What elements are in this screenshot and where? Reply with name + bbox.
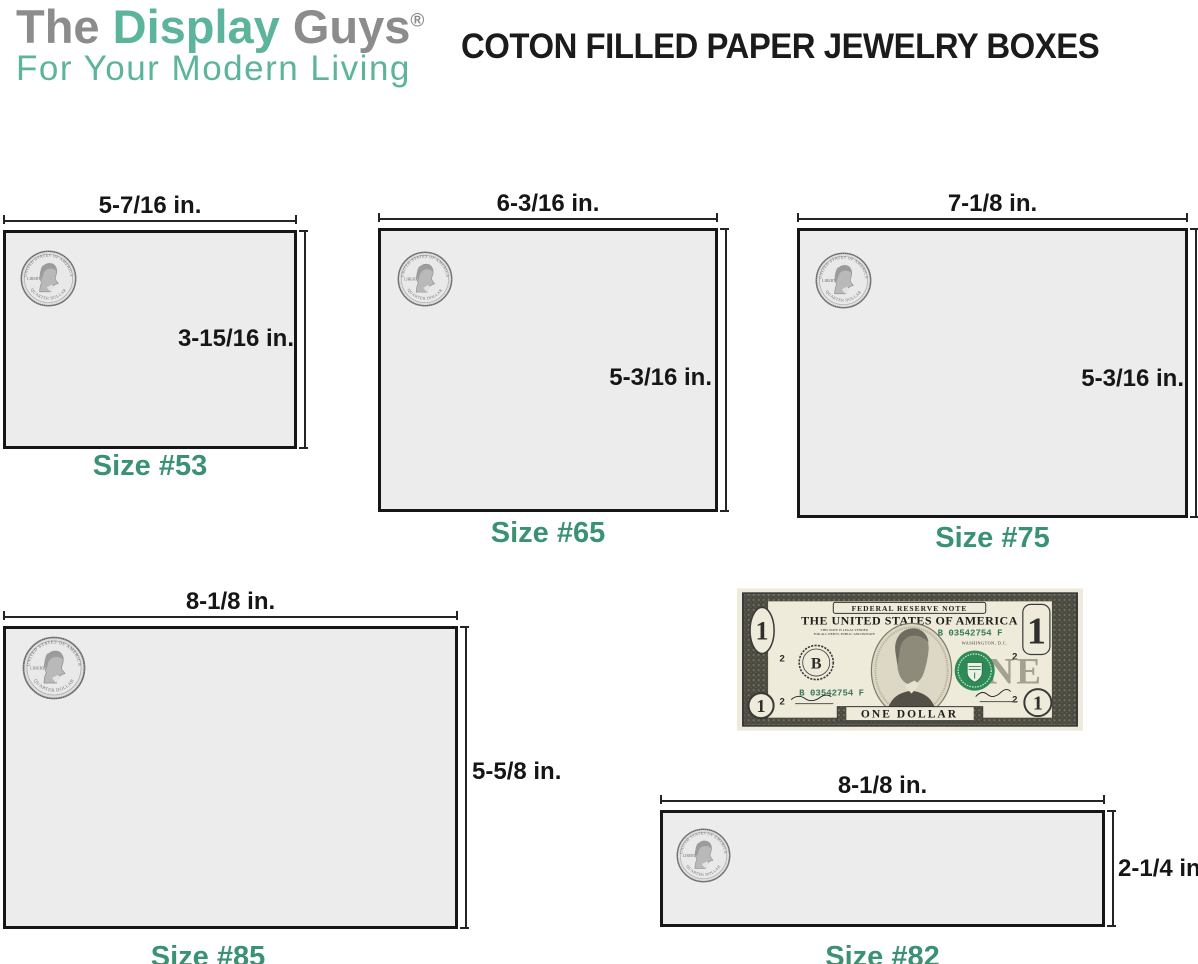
box75-width-measure-line <box>797 213 1188 222</box>
brand-tagline: For Your Modern Living <box>16 49 411 89</box>
district-letter: B <box>811 656 822 673</box>
quarter-coin-icon <box>22 636 86 700</box>
box53-height-label: 3-15/16 in. <box>177 325 294 352</box>
box85-width-measure-line <box>3 611 458 620</box>
box82-width-measure-line <box>660 795 1105 804</box>
bill-banner-text: FEDERAL RESERVE NOTE <box>852 604 968 613</box>
quarter-coin-icon <box>20 250 77 307</box>
box53-size-label: Size #53 <box>92 450 208 482</box>
svg-text:1: 1 <box>1027 610 1046 652</box>
svg-text:1: 1 <box>756 616 769 645</box>
treasurer-signature <box>790 694 832 702</box>
bill-country-text: THE UNITED STATES OF AMERICA <box>801 613 1018 627</box>
brand-logo-name: The Display Guys® <box>16 2 424 51</box>
bill-legal-text-line2: FOR ALL DEBTS, PUBLIC AND PRIVATE <box>814 632 875 637</box>
box85-height-measure-line <box>460 626 469 929</box>
district-number: 2 <box>1012 652 1017 663</box>
bill-denomination-text: ONE DOLLAR <box>861 709 958 721</box>
box85-height-label: 5-5/8 in. <box>472 758 562 785</box>
box65-width-label: 6-3/16 in. <box>496 190 600 217</box>
corner-numeral-bottom-left: 1 <box>747 692 775 720</box>
bill-right-ornament-band <box>1051 594 1076 725</box>
corner-numeral-bottom-right: 1 <box>1023 688 1053 718</box>
box53-height-measure-line <box>299 230 308 449</box>
box82-width-label: 8-1/8 in. <box>837 772 928 799</box>
page-title: COTON FILLED PAPER JEWELRY BOXES <box>461 27 1100 66</box>
bill-legal-text-line1: THIS NOTE IS LEGAL TENDER <box>821 628 869 632</box>
bill-city-text: WASHINGTON, D.C. <box>962 640 1008 646</box>
bill-outer-border <box>742 592 1078 727</box>
svg-text:1: 1 <box>1033 693 1043 715</box>
logo-word-guys: Guys <box>292 0 411 53</box>
box85-width-label: 8-1/8 in. <box>185 588 276 615</box>
serial-number-bottom: B 03542754 F <box>799 688 864 699</box>
box65-height-label: 5-3/16 in. <box>609 364 712 391</box>
corner-numeral-top-right: 1 <box>1022 603 1051 656</box>
secretary-signature <box>975 689 1012 697</box>
box65-size-label: Size #65 <box>490 517 606 549</box>
box82-rectangle <box>660 810 1105 927</box>
box82-height-label: 2-1/4 in. <box>1118 855 1198 882</box>
box75-height-measure-line <box>1190 228 1198 518</box>
treasury-seal-icon <box>954 650 995 691</box>
logo-word-display: Display <box>112 0 293 53</box>
corner-numeral-top-left: 1 <box>749 606 775 655</box>
serial-number-top: B 03542754 F <box>938 627 1003 638</box>
box82-height-measure-line <box>1107 810 1116 927</box>
quarter-coin-icon <box>815 252 872 309</box>
box75-height-label: 5-3/16 in. <box>1081 365 1184 392</box>
box53-width-measure-line <box>3 215 297 224</box>
quarter-coin-icon <box>397 251 453 307</box>
box65-height-measure-line <box>720 228 729 512</box>
quarter-coin-icon <box>676 828 731 883</box>
bill-top-ornament-band <box>768 594 1052 602</box>
district-number: 2 <box>779 697 784 708</box>
registered-trademark-icon: ® <box>410 10 425 32</box>
box82-size-label: Size #82 <box>825 941 940 964</box>
federal-reserve-seal-icon: B <box>798 644 835 681</box>
box65-width-measure-line <box>378 213 718 222</box>
box53-width-label: 5-7/16 in. <box>98 192 202 219</box>
svg-text:1: 1 <box>757 696 766 716</box>
box75-size-label: Size #75 <box>935 522 1050 554</box>
box85-size-label: Size #85 <box>150 941 266 964</box>
one-dollar-bill-image: FEDERAL RESERVE NOTE THE UNITED STATES O… <box>737 588 1083 731</box>
district-number: 2 <box>1012 695 1017 706</box>
district-number: 2 <box>779 654 784 665</box>
box75-width-label: 7-1/8 in. <box>947 190 1038 217</box>
logo-word-the: The <box>16 0 113 53</box>
brand-logo: The Display Guys® For Your Modern Living <box>16 2 424 88</box>
